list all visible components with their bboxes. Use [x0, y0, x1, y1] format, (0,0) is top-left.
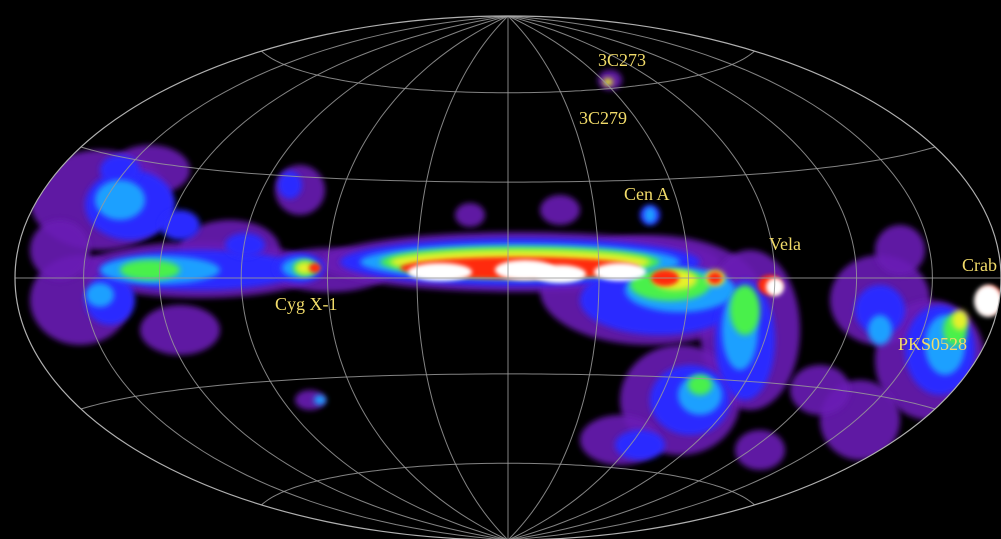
source-label-3c273: 3C273	[598, 50, 646, 70]
gamma-ray-emission-layer	[30, 70, 1001, 470]
source-label-cen-a: Cen A	[624, 184, 670, 204]
emission-blob	[952, 310, 968, 330]
source-label-vela: Vela	[769, 234, 801, 254]
emission-blob	[534, 265, 586, 283]
emission-blob	[455, 203, 485, 227]
coordinate-grid	[15, 15, 1001, 539]
emission-blob	[644, 207, 656, 223]
emission-blob	[735, 430, 785, 470]
emission-blob	[120, 260, 180, 280]
emission-blob	[615, 430, 665, 460]
emission-blob	[540, 195, 580, 225]
sky-ellipse-outline	[14, 15, 1001, 539]
parallel-line	[80, 373, 936, 410]
emission-blob	[603, 78, 613, 86]
emission-blob	[875, 225, 925, 275]
emission-blob	[314, 395, 326, 405]
emission-blob	[408, 263, 472, 281]
emission-blob	[100, 155, 140, 185]
emission-blob	[594, 263, 646, 281]
emission-blob	[278, 171, 302, 199]
emission-blob	[296, 262, 314, 274]
emission-blob	[730, 285, 760, 335]
emission-blob	[225, 233, 265, 257]
parallel-line	[261, 462, 755, 506]
source-label-3c279: 3C279	[579, 108, 627, 128]
source-label-cyg-x-1: Cyg X-1	[275, 294, 338, 314]
emission-blob	[95, 180, 145, 220]
source-label-pks0528: PKS0528	[898, 334, 967, 354]
emission-blob	[688, 375, 712, 395]
parallel-line	[261, 50, 755, 94]
emission-blob	[86, 283, 114, 307]
emission-blob	[160, 210, 200, 240]
emission-blob	[30, 220, 90, 280]
emission-blob	[309, 263, 321, 273]
emission-blob	[140, 305, 220, 355]
emission-blob	[855, 285, 905, 335]
emission-blob	[868, 315, 892, 345]
emission-blob	[974, 285, 1001, 317]
parallel-line	[80, 146, 936, 183]
emission-blob	[295, 390, 325, 410]
source-label-crab: Crab	[962, 255, 997, 275]
